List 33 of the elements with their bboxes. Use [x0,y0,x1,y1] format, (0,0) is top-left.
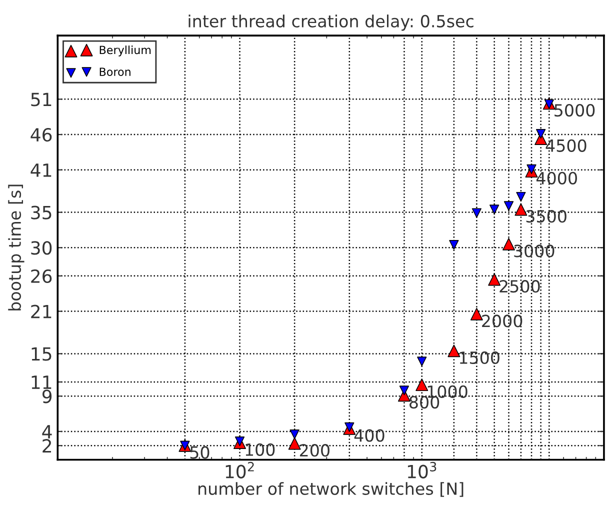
legend-label: Boron [100,68,130,76]
annotation: 4000 [536,172,577,184]
y-tick-label: 9 [42,390,52,404]
annotation: 800 [410,396,440,409]
x-tick-label: 10$^{3}$ [408,462,436,478]
y-tick-label: 30 [31,241,52,255]
chart-title: inter thread creation delay: 0.5sec [188,14,474,31]
y-tick-label: 41 [30,164,52,177]
y-tick-label: 21 [31,304,52,318]
annotation: 2500 [500,280,540,293]
annotation: 100 [246,443,275,456]
annotation: 2000 [482,314,522,328]
y-tick-label: 4 [42,425,52,438]
annotation: 4500 [546,139,586,152]
annotation: 3500 [526,210,566,223]
annotation: 50 [190,446,210,459]
x-axis-title: number of network switches [N] [198,482,464,497]
annotation: 3000 [514,244,554,258]
annotation: 5000 [554,104,595,117]
y-tick-label: 11 [32,376,52,389]
y-axis-title: bootup time [s] [8,184,24,310]
y-tick-label: 15 [32,347,52,361]
annotation: 400 [354,429,384,442]
annotation: 200 [300,444,330,457]
annotation: 1500 [460,351,500,364]
y-tick-label: 46 [30,128,52,142]
legend-label: Beryllium [100,46,151,56]
x-tick-label: 10$^{2}$ [226,462,254,478]
y-tick-label: 26 [31,269,52,284]
annotation: 1000 [428,385,468,398]
y-tick-label: 51 [31,92,52,106]
y-tick-label: 2 [42,439,51,452]
y-tick-label: 35 [31,206,52,220]
